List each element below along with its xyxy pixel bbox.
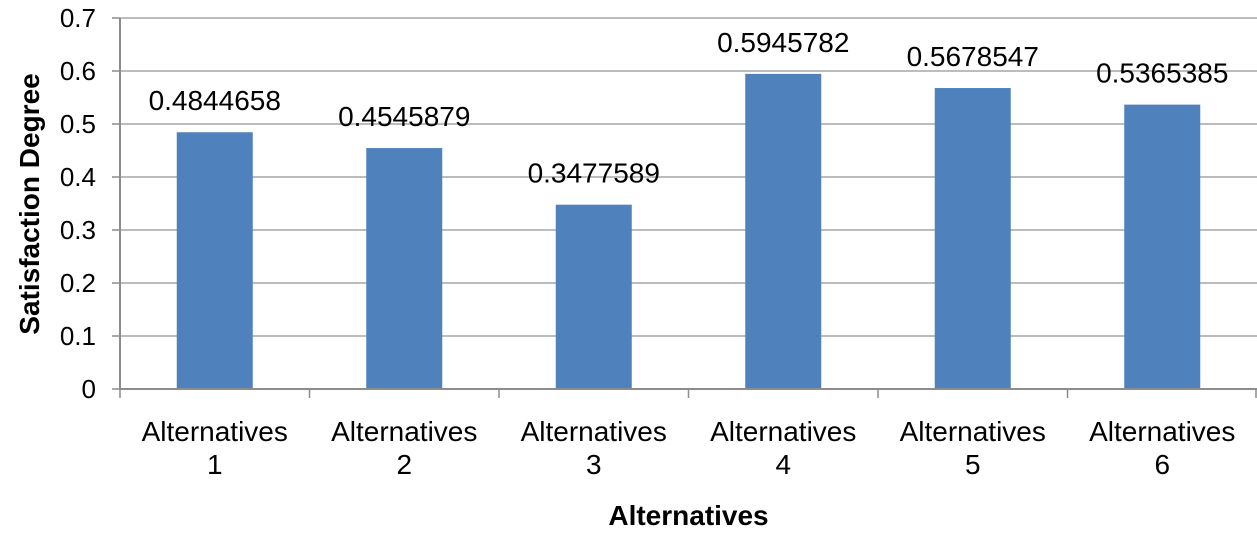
bar <box>1124 104 1201 390</box>
data-label: 0.5678547 <box>907 41 1039 72</box>
x-tick-label-line: Alternatives <box>142 416 288 447</box>
x-tick-label: Alternatives 5 <box>900 416 1046 480</box>
x-tick-label: Alternatives 3 <box>521 416 667 480</box>
x-tick-label: Alternatives 2 <box>331 416 477 480</box>
x-tick-label-line: Alternatives <box>900 416 1046 447</box>
x-tick-label-line: 3 <box>586 449 602 480</box>
data-labels: 0.4844658 0.4545879 0.3477589 0.5945782 0.56… <box>149 27 1229 189</box>
y-tick-label: 0.5 <box>60 109 96 139</box>
y-tick-label: 0 <box>82 374 96 404</box>
y-tick-label: 0.6 <box>60 56 96 86</box>
x-tick-label-line: Alternatives <box>331 416 477 447</box>
x-axis-title: Alternatives <box>608 500 769 531</box>
bar <box>176 132 253 389</box>
data-label: 0.5945782 <box>717 27 849 58</box>
x-tick-label-line: 1 <box>207 449 223 480</box>
x-tick-label: Alternatives 4 <box>710 416 856 480</box>
data-label: 0.5365385 <box>1096 58 1228 89</box>
bar <box>745 73 822 390</box>
data-label: 0.3477589 <box>528 158 660 189</box>
y-tick-label: 0.4 <box>60 162 96 192</box>
y-tick-label: 0.1 <box>60 321 96 351</box>
bars <box>176 73 1201 390</box>
y-tick-label: 0.3 <box>60 215 96 245</box>
x-tick-label-line: Alternatives <box>710 416 856 447</box>
x-tick-label-line: 4 <box>775 449 791 480</box>
data-label: 0.4545879 <box>338 101 470 132</box>
x-tick-label-line: 5 <box>965 449 981 480</box>
x-tick-label-line: 6 <box>1154 449 1170 480</box>
y-tick-label: 0.7 <box>60 3 96 33</box>
x-tick-label-line: Alternatives <box>521 416 667 447</box>
y-axis-title-text: Satisfaction Degree <box>14 73 45 335</box>
gridlines <box>120 17 1257 337</box>
bar <box>366 148 443 389</box>
x-tick-label: Alternatives 6 <box>1089 416 1235 480</box>
x-tick-label-line: 2 <box>396 449 412 480</box>
bar <box>555 204 632 389</box>
x-tick-label-line: Alternatives <box>1089 416 1235 447</box>
y-tick-label: 0.2 <box>60 268 96 298</box>
y-axis-ticks: 0 0.1 0.2 0.3 0.4 0.5 0.6 0.7 <box>60 3 120 404</box>
x-tick-label: Alternatives 1 <box>142 416 288 480</box>
data-label: 0.4844658 <box>149 85 281 116</box>
bar <box>934 88 1011 389</box>
